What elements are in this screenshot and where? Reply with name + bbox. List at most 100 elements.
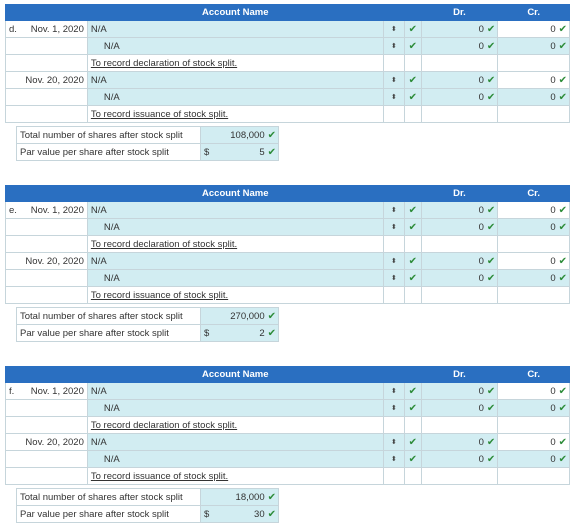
par-label: Par value per share after stock split (16, 143, 201, 161)
empty-cell (420, 286, 499, 304)
account-select[interactable]: N/A (86, 37, 384, 55)
select-arrows-icon[interactable]: ⬍ (382, 450, 406, 468)
dr-input[interactable]: 0 ✔ (420, 252, 499, 270)
account-name-header: Account Name (86, 366, 384, 383)
cr-input[interactable]: 0 ✔ (497, 382, 570, 400)
check-icon: ✔ (404, 71, 422, 89)
select-arrows-icon[interactable]: ⬍ (382, 433, 406, 451)
date-header (5, 185, 88, 202)
empty-cell (5, 54, 88, 72)
account-select[interactable]: N/A (86, 201, 384, 219)
check-icon: ✔ (486, 436, 496, 448)
par-input[interactable]: 2 ✔ (214, 324, 279, 342)
cr-input[interactable]: 0 ✔ (497, 269, 570, 287)
account-select[interactable]: N/A (86, 218, 384, 236)
currency-symbol: $ (200, 505, 215, 523)
shares-input[interactable]: 270,000 ✔ (200, 307, 279, 325)
select-arrows-icon[interactable]: ⬍ (382, 399, 406, 417)
entry-note: To record issuance of stock split. (86, 105, 384, 123)
header-spacer (382, 366, 406, 383)
check-icon: ✔ (404, 218, 422, 236)
dr-input[interactable]: 0 ✔ (420, 88, 499, 106)
cr-header: Cr. (497, 185, 570, 202)
empty-cell (420, 54, 499, 72)
select-arrows-icon[interactable]: ⬍ (382, 20, 406, 38)
check-icon: ✔ (404, 20, 422, 38)
account-select[interactable]: N/A (86, 382, 384, 400)
dr-input[interactable]: 0 ✔ (420, 433, 499, 451)
split-summary: Total number of shares after stock split… (16, 488, 279, 523)
account-select[interactable]: N/A (86, 269, 384, 287)
entry-note: To record declaration of stock split. (86, 235, 384, 253)
empty-cell (382, 235, 406, 253)
entry-date (5, 88, 88, 106)
empty-cell (420, 105, 499, 123)
dr-input[interactable]: 0 ✔ (420, 269, 499, 287)
empty-cell (420, 235, 499, 253)
select-arrows-icon[interactable]: ⬍ (382, 88, 406, 106)
empty-cell (497, 105, 570, 123)
select-arrows-icon[interactable]: ⬍ (382, 269, 406, 287)
select-arrows-icon[interactable]: ⬍ (382, 71, 406, 89)
entry-date: Nov. 20, 2020 (5, 433, 88, 451)
cr-input[interactable]: 0 ✔ (497, 88, 570, 106)
empty-cell (404, 235, 422, 253)
dr-input[interactable]: 0 ✔ (420, 37, 499, 55)
cr-input[interactable]: 0 ✔ (497, 252, 570, 270)
cr-input[interactable]: 0 ✔ (497, 37, 570, 55)
empty-cell (382, 416, 406, 434)
account-select[interactable]: N/A (86, 88, 384, 106)
account-select[interactable]: N/A (86, 252, 384, 270)
dr-input[interactable]: 0 ✔ (420, 20, 499, 38)
empty-cell (382, 105, 406, 123)
part-letter: f. (9, 385, 15, 397)
dr-input[interactable]: 0 ✔ (420, 218, 499, 236)
empty-cell (404, 105, 422, 123)
journal-table: Account Name Dr. Cr. e. Nov. 1, 2020 N/A … (5, 185, 570, 304)
dr-input[interactable]: 0 ✔ (420, 450, 499, 468)
empty-cell (497, 235, 570, 253)
header-spacer (404, 185, 422, 202)
cr-input[interactable]: 0 ✔ (497, 218, 570, 236)
cr-input[interactable]: 0 ✔ (497, 201, 570, 219)
account-select[interactable]: N/A (86, 450, 384, 468)
dr-input[interactable]: 0 ✔ (420, 201, 499, 219)
cr-input[interactable]: 0 ✔ (497, 71, 570, 89)
account-select[interactable]: N/A (86, 20, 384, 38)
select-arrows-icon[interactable]: ⬍ (382, 252, 406, 270)
dr-input[interactable]: 0 ✔ (420, 399, 499, 417)
empty-cell (5, 105, 88, 123)
check-icon: ✔ (558, 385, 567, 397)
select-arrows-icon[interactable]: ⬍ (382, 218, 406, 236)
empty-cell (5, 416, 88, 434)
account-select[interactable]: N/A (86, 433, 384, 451)
check-icon: ✔ (558, 221, 567, 233)
entry-note: To record declaration of stock split. (86, 54, 384, 72)
dr-input[interactable]: 0 ✔ (420, 382, 499, 400)
select-arrows-icon[interactable]: ⬍ (382, 37, 406, 55)
check-icon: ✔ (267, 508, 276, 520)
account-select[interactable]: N/A (86, 399, 384, 417)
empty-cell (497, 54, 570, 72)
select-arrows-icon[interactable]: ⬍ (382, 382, 406, 400)
cr-input[interactable]: 0 ✔ (497, 433, 570, 451)
entry-date: Nov. 20, 2020 (5, 71, 88, 89)
par-label: Par value per share after stock split (16, 505, 201, 523)
split-summary: Total number of shares after stock split… (16, 307, 279, 342)
currency-symbol: $ (200, 324, 215, 342)
empty-cell (497, 467, 570, 485)
select-arrows-icon[interactable]: ⬍ (382, 201, 406, 219)
cr-input[interactable]: 0 ✔ (497, 399, 570, 417)
par-input[interactable]: 30 ✔ (214, 505, 279, 523)
account-select[interactable]: N/A (86, 71, 384, 89)
shares-input[interactable]: 108,000 ✔ (200, 126, 279, 144)
check-icon: ✔ (486, 385, 496, 397)
cr-input[interactable]: 0 ✔ (497, 450, 570, 468)
par-input[interactable]: 5 ✔ (214, 143, 279, 161)
shares-input[interactable]: 18,000 ✔ (200, 488, 279, 506)
cr-input[interactable]: 0 ✔ (497, 20, 570, 38)
account-name-header: Account Name (86, 4, 384, 21)
dr-header: Dr. (420, 4, 499, 21)
check-icon: ✔ (486, 23, 496, 35)
dr-input[interactable]: 0 ✔ (420, 71, 499, 89)
